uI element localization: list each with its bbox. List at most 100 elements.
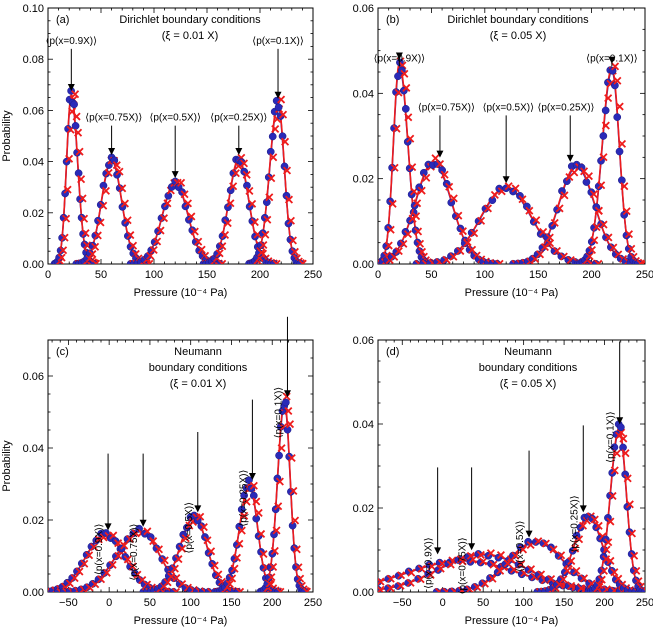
theory-point <box>232 553 242 562</box>
simulation-point <box>274 103 283 112</box>
theory-point <box>590 236 599 245</box>
theory-point <box>248 199 257 208</box>
theory-point <box>292 545 301 554</box>
theory-point <box>496 566 505 575</box>
theory-point <box>285 420 295 429</box>
annotation: ⟨p(x=0.75X)⟩ <box>458 467 476 594</box>
y-tick-label: 0.02 <box>23 208 44 220</box>
y-tick-label: 0.00 <box>23 259 44 271</box>
x-tick-label: 250 <box>636 269 653 281</box>
annotation-label: ⟨p(x=0.75X)⟩ <box>85 113 142 124</box>
annotation: ⟨p(x=0.5X)⟩ <box>184 432 202 553</box>
simulation-point <box>577 163 586 172</box>
y-tick-label: 0.00 <box>23 587 44 599</box>
theory-point <box>390 163 399 172</box>
theory-point <box>183 199 193 208</box>
theory-point <box>610 586 619 592</box>
theory-point <box>415 239 425 248</box>
x-tick-label: 200 <box>595 597 613 609</box>
theory-point <box>80 559 89 568</box>
arrowhead <box>616 417 624 425</box>
arrowhead <box>67 84 75 92</box>
x-tick-label: 50 <box>477 597 489 609</box>
theory-point <box>378 585 385 592</box>
theory-point <box>636 259 645 264</box>
theory-point <box>167 572 176 581</box>
theory-point <box>75 567 84 576</box>
theory-point <box>579 574 589 583</box>
theory-point <box>417 564 426 573</box>
theory-point <box>567 581 576 590</box>
annotation-label: ⟨p(x=0.1X)⟩ <box>606 411 617 463</box>
theory-point <box>527 565 536 574</box>
theory-point <box>606 556 615 565</box>
theory-point <box>615 102 624 111</box>
theory-point <box>104 168 113 177</box>
x-tick-label: 0 <box>375 269 381 281</box>
simulation-point <box>70 100 78 109</box>
y-tick-label: 0.00 <box>353 259 374 271</box>
theory-point <box>154 545 164 554</box>
theory-point <box>96 575 106 584</box>
annotation: ⟨p(x=0.5X)⟩ <box>515 450 533 572</box>
theory-point <box>214 570 223 579</box>
theory-point <box>620 182 629 191</box>
theory-point <box>85 551 94 560</box>
theory-point <box>575 535 584 544</box>
theory-point <box>436 564 445 573</box>
theory-point <box>275 477 284 486</box>
y-tick-label: 0.04 <box>23 443 44 455</box>
theory-point <box>187 212 196 221</box>
theory-point <box>70 574 79 583</box>
theory-point <box>96 218 105 227</box>
x-axis-label: Pressure (10⁻⁴ Pa) <box>465 287 559 299</box>
theory-point <box>597 575 606 584</box>
y-tick-label: 0.00 <box>353 587 374 599</box>
annotation: ⟨p(x=0.1X)⟩ <box>252 36 304 99</box>
annotation-label: ⟨p(x=0.75X)⟩ <box>129 524 140 581</box>
theory-point <box>272 259 281 264</box>
x-tick-label: 200 <box>263 597 281 609</box>
theory-point <box>396 581 405 590</box>
simulation-point <box>135 524 143 533</box>
annotation-label: ⟨p(x=0.75X)⟩ <box>458 537 469 594</box>
theory-point <box>632 566 641 575</box>
x-tick-label: 250 <box>304 269 322 281</box>
annotation: ⟨p(x=0.1X)⟩ <box>273 316 291 438</box>
theory-point <box>427 562 436 571</box>
theory-point <box>402 83 411 92</box>
theory-point <box>215 249 224 258</box>
theory-point <box>269 562 278 571</box>
theory-point <box>289 486 298 495</box>
arrowhead <box>566 154 574 162</box>
theory-point <box>196 512 205 521</box>
annotation: ⟨p(x=0.75X)⟩ <box>129 453 147 581</box>
theory-point <box>602 555 611 564</box>
theory-point <box>218 242 227 251</box>
theory-point <box>621 449 630 458</box>
theory-point <box>203 536 212 545</box>
y-tick-label: 0.04 <box>353 88 374 100</box>
annotation-label: ⟨p(x=0.75X)⟩ <box>418 102 475 113</box>
x-tick-label: 50 <box>144 597 156 609</box>
theory-point <box>245 186 254 195</box>
annotation-label: ⟨p(x=0.9X)⟩ <box>94 524 105 576</box>
theory-point <box>630 551 639 560</box>
x-tick-label: 150 <box>198 269 216 281</box>
theory-point <box>572 566 581 575</box>
theory-point <box>77 175 86 184</box>
y-tick-label: 0.06 <box>353 3 374 15</box>
x-tick-label: −50 <box>59 597 78 609</box>
theory-point <box>604 538 613 547</box>
theory-point <box>604 94 613 103</box>
theory-point <box>549 545 558 554</box>
theory-point <box>178 544 187 553</box>
theory-point <box>284 195 294 204</box>
theory-point <box>149 537 158 546</box>
x-tick-label: 200 <box>582 269 600 281</box>
theory-point <box>403 230 413 239</box>
theory-point <box>397 571 406 580</box>
simulation-point <box>281 398 290 407</box>
arrowhead <box>395 52 403 60</box>
